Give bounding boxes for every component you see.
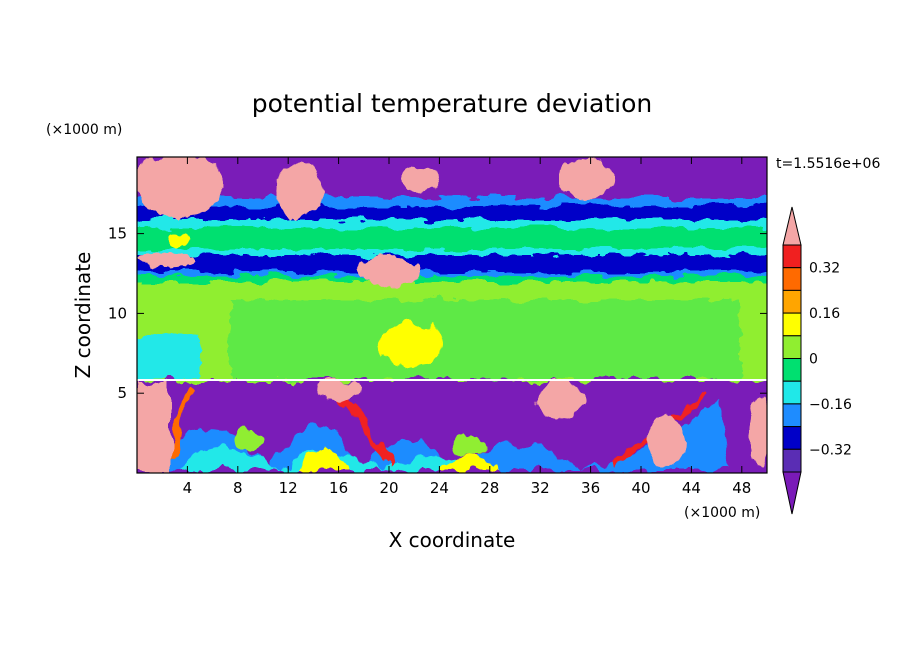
y-unit-label: (×1000 m) xyxy=(46,122,122,138)
x-tick-label: 40 xyxy=(631,479,650,497)
pink-blob xyxy=(748,395,767,465)
green-blob xyxy=(452,435,488,455)
upper-cyan-band xyxy=(137,220,767,230)
x-tick-label: 12 xyxy=(279,479,298,497)
red-filament xyxy=(337,392,398,468)
mid-cyan-band xyxy=(137,276,767,282)
mid-green-band xyxy=(137,249,767,257)
orange-filament xyxy=(167,384,193,461)
pink-blob xyxy=(534,380,586,416)
colorbar-segment xyxy=(782,448,802,473)
x-unit-label: (×1000 m) xyxy=(684,505,760,521)
pink-blobs xyxy=(137,157,610,367)
x-tick-label: 36 xyxy=(581,479,600,497)
pink-blob xyxy=(275,162,325,218)
colorbar-label: −0.32 xyxy=(809,442,852,458)
colorbar-segment xyxy=(782,380,802,405)
colorbar-label: 0 xyxy=(809,352,818,368)
pink-blob xyxy=(647,414,683,466)
upper-darkblue-band xyxy=(137,206,767,222)
x-tick-label: 20 xyxy=(379,479,398,497)
colorbar-segment xyxy=(782,403,802,428)
lower-yellow-waves xyxy=(300,447,500,470)
lower-layer xyxy=(137,380,767,473)
pink-blob xyxy=(316,380,360,400)
y-axis-ticks: 5 10 15 xyxy=(108,225,767,402)
pink-blob xyxy=(560,157,610,200)
colorbar-segment xyxy=(782,267,802,291)
pink-blob xyxy=(137,157,225,217)
colorbar-label: 0.16 xyxy=(809,306,840,322)
yellow-blob xyxy=(380,323,440,367)
x-tick-label: 32 xyxy=(531,479,550,497)
x-tick-label: 48 xyxy=(732,479,751,497)
x-tick-label: 24 xyxy=(430,479,449,497)
chart-title: potential temperature deviation xyxy=(252,89,652,118)
colorbar: 0.32 0.16 0 −0.16 −0.32 xyxy=(782,206,852,515)
x-axis-label: X coordinate xyxy=(389,528,516,552)
y-axis-label: Z coordinate xyxy=(71,252,95,379)
mid-blue-band xyxy=(137,272,767,278)
lower-blue-waves xyxy=(150,400,730,470)
colorbar-segment xyxy=(782,289,802,314)
colorbar-extend-bottom xyxy=(782,471,802,515)
colorbar-segment xyxy=(782,358,802,382)
y-tick-label: 15 xyxy=(108,225,127,243)
y-tick-label: 10 xyxy=(108,304,127,322)
contour-field xyxy=(137,157,767,473)
upper-green-band xyxy=(137,228,767,252)
pink-left-column xyxy=(137,382,171,472)
colorbar-label: 0.32 xyxy=(809,261,840,277)
yellow-blob xyxy=(166,233,186,247)
time-label: t=1.5516e+06 xyxy=(776,156,880,172)
x-tick-label: 28 xyxy=(480,479,499,497)
lower-cyan-region xyxy=(137,335,200,380)
plot-frame xyxy=(136,156,768,474)
separator-line xyxy=(137,379,767,381)
colorbar-segment xyxy=(782,426,802,450)
x-axis-ticks: 4 8 12 16 20 24 28 32 36 40 44 48 xyxy=(183,157,751,497)
x-tick-label: 4 xyxy=(183,479,193,497)
colorbar-segment xyxy=(782,335,802,359)
green-blob xyxy=(236,432,264,448)
pink-blob xyxy=(137,253,193,267)
pink-blob xyxy=(400,168,440,192)
colorbar-segment xyxy=(782,244,802,269)
colorbar-extend-top xyxy=(782,206,802,246)
pink-blob xyxy=(360,256,420,288)
colorbar-segment xyxy=(782,312,802,337)
colorbar-label: −0.16 xyxy=(809,397,852,413)
x-tick-label: 8 xyxy=(233,479,243,497)
upper-purple-band xyxy=(137,157,767,202)
mid-darkblue-band xyxy=(137,255,767,275)
y-tick-label: 5 xyxy=(117,384,127,402)
x-tick-label: 44 xyxy=(682,479,701,497)
upper-layer xyxy=(137,157,767,380)
x-tick-label: 16 xyxy=(329,479,348,497)
mid-green-region xyxy=(230,300,740,380)
